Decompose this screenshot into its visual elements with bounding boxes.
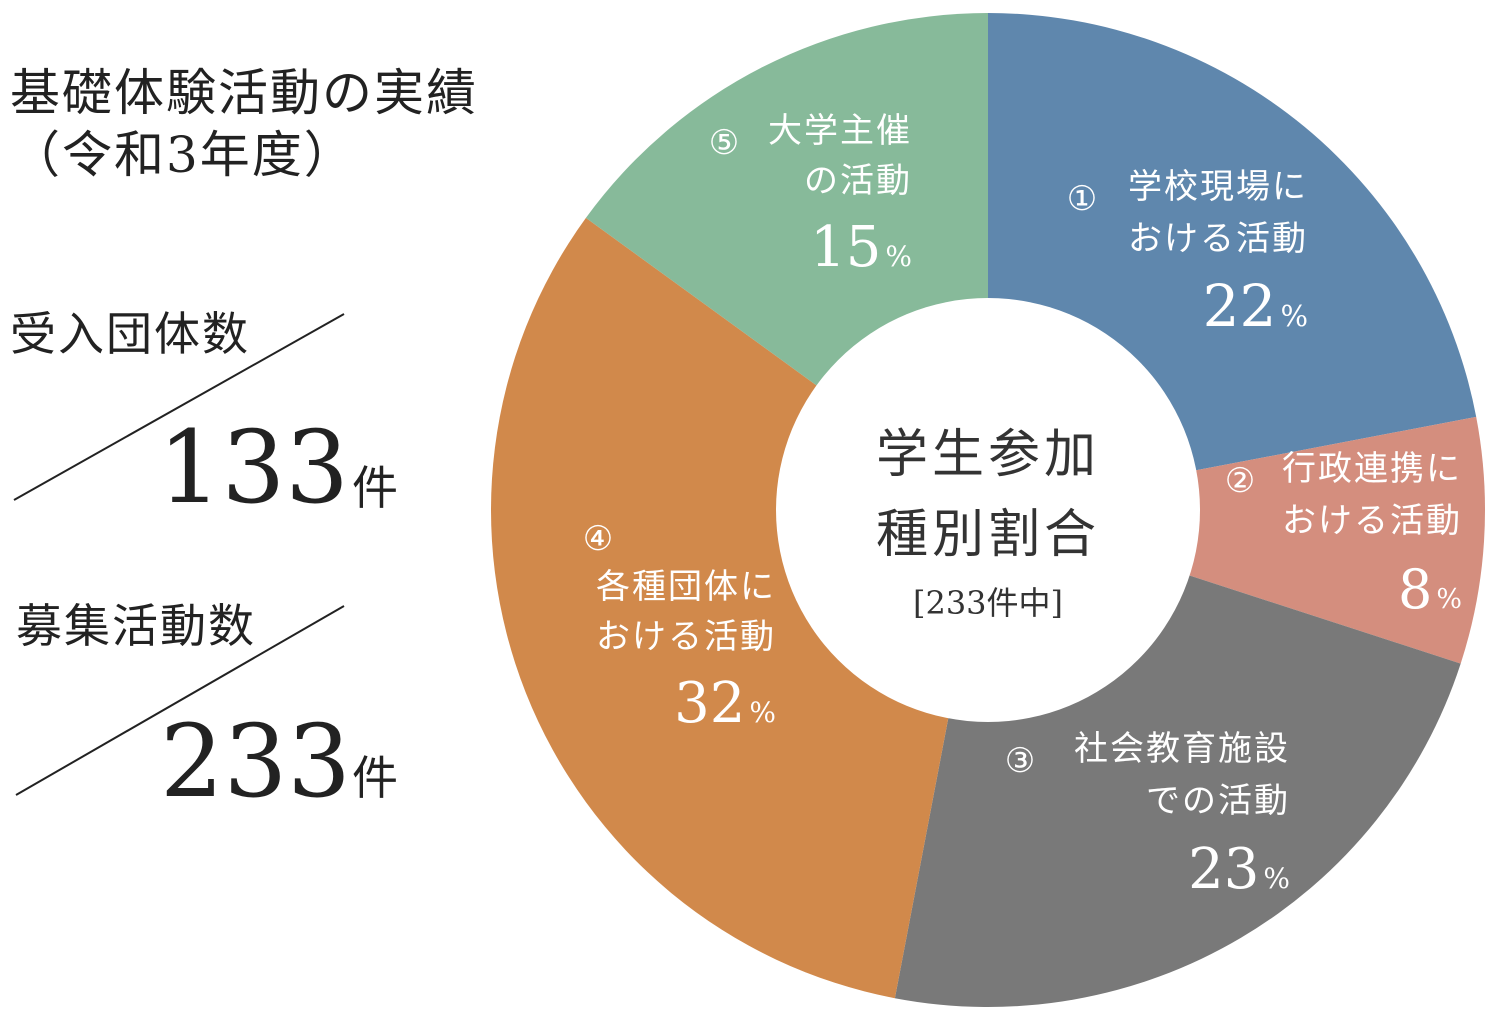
stat-value-activities: 233	[160, 703, 351, 820]
slice-2	[988, 416, 1485, 664]
stat-unit-groups: 件	[352, 461, 398, 515]
slice-4	[491, 217, 988, 999]
donut-hole	[776, 298, 1200, 722]
data-label-3: 23%	[1188, 837, 1290, 902]
slice-label-line-2-1: 行政連携に	[1282, 449, 1462, 489]
title-line-2: （令和3年度）	[10, 126, 356, 184]
slice-marker-2: ②	[1225, 461, 1255, 501]
slice-label-line-3-2: での活動	[1146, 781, 1290, 821]
slice-label-line-2-2: おける活動	[1282, 501, 1462, 541]
stat-label-groups: 受入団体数	[10, 307, 250, 361]
slice-marker-4: ④	[583, 519, 613, 559]
data-label-2: 8%	[1398, 558, 1462, 621]
slice-label-line-1-2: おける活動	[1128, 219, 1308, 259]
chart-title: 基礎体験活動の実績 （令和3年度）	[10, 62, 478, 186]
slice-label-line-4-2: おける活動	[596, 617, 776, 657]
slice-label-line-1-1: 学校現場に	[1128, 167, 1308, 207]
center-sublabel: [233件中]	[913, 584, 1063, 622]
stat-value-groups: 133	[158, 409, 349, 526]
stat-divider-groups	[13, 313, 345, 501]
slice-marker-1: ①	[1067, 179, 1097, 219]
slice-marker-3: ③	[1005, 741, 1035, 781]
slice-label-line-5-2: の活動	[804, 161, 912, 201]
slice-marker-5: ⑤	[709, 123, 739, 163]
stat-divider-activities	[15, 605, 345, 796]
stat-unit-activities: 件	[352, 751, 398, 805]
center-label-line-1: 学生参加	[876, 425, 1100, 485]
stat-label-activities: 募集活動数	[16, 599, 256, 653]
center-label-line-2: 種別割合	[876, 505, 1100, 565]
slice-label-line-4-1: 各種団体に	[596, 567, 776, 607]
slice-label-line-5-1: 大学主催	[768, 111, 912, 151]
data-label-5: 15%	[810, 215, 912, 280]
title-line-1: 基礎体験活動の実績	[10, 64, 478, 122]
slice-label-line-3-1: 社会教育施設	[1074, 729, 1290, 769]
data-label-4: 32%	[674, 671, 776, 736]
data-label-1: 22%	[1203, 272, 1308, 340]
